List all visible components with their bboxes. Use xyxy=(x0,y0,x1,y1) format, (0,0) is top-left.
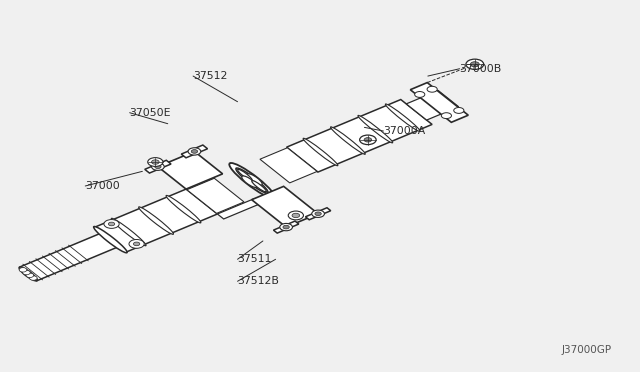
Polygon shape xyxy=(20,233,119,281)
Circle shape xyxy=(134,242,140,246)
Ellipse shape xyxy=(166,195,201,223)
Circle shape xyxy=(22,270,30,275)
Text: J37000GP: J37000GP xyxy=(562,344,612,355)
Polygon shape xyxy=(305,208,331,220)
Polygon shape xyxy=(287,100,432,172)
Circle shape xyxy=(152,163,164,170)
Circle shape xyxy=(315,212,321,216)
Ellipse shape xyxy=(358,115,393,143)
Ellipse shape xyxy=(19,267,37,281)
Circle shape xyxy=(364,138,372,142)
Ellipse shape xyxy=(111,218,146,246)
Circle shape xyxy=(155,165,161,169)
Text: 37512: 37512 xyxy=(193,71,227,81)
Ellipse shape xyxy=(242,176,257,187)
Ellipse shape xyxy=(330,127,365,154)
Polygon shape xyxy=(145,160,171,173)
Ellipse shape xyxy=(237,169,252,181)
Ellipse shape xyxy=(385,104,420,131)
Polygon shape xyxy=(273,221,299,233)
Circle shape xyxy=(283,225,289,229)
Polygon shape xyxy=(95,189,218,252)
Circle shape xyxy=(19,267,27,272)
Circle shape xyxy=(470,62,479,67)
Circle shape xyxy=(104,219,119,228)
Polygon shape xyxy=(218,199,260,219)
Ellipse shape xyxy=(139,207,173,234)
Ellipse shape xyxy=(229,163,275,198)
Polygon shape xyxy=(406,90,459,120)
Circle shape xyxy=(312,210,324,217)
Ellipse shape xyxy=(93,227,127,253)
Text: 37511: 37511 xyxy=(237,254,272,264)
Circle shape xyxy=(427,86,437,92)
Text: 37000A: 37000A xyxy=(383,126,426,136)
Circle shape xyxy=(415,92,425,97)
Text: 37000: 37000 xyxy=(85,181,120,191)
Circle shape xyxy=(280,224,292,231)
Polygon shape xyxy=(187,178,244,214)
Circle shape xyxy=(288,211,303,220)
Circle shape xyxy=(292,213,300,218)
Circle shape xyxy=(360,135,376,145)
Circle shape xyxy=(148,158,163,166)
Polygon shape xyxy=(252,186,318,227)
Circle shape xyxy=(454,108,464,113)
Polygon shape xyxy=(410,83,468,122)
Circle shape xyxy=(108,222,115,226)
Circle shape xyxy=(26,273,34,278)
Circle shape xyxy=(466,59,484,70)
Ellipse shape xyxy=(236,168,268,193)
Ellipse shape xyxy=(252,180,266,192)
Text: 37512B: 37512B xyxy=(237,276,280,286)
Text: 37050E: 37050E xyxy=(130,108,171,118)
Circle shape xyxy=(129,240,144,248)
Circle shape xyxy=(29,276,37,280)
Polygon shape xyxy=(181,145,207,158)
Circle shape xyxy=(191,150,198,153)
Circle shape xyxy=(188,148,201,155)
Ellipse shape xyxy=(247,174,262,185)
Circle shape xyxy=(152,160,159,164)
Ellipse shape xyxy=(303,138,338,166)
Polygon shape xyxy=(260,148,317,183)
Polygon shape xyxy=(158,151,223,189)
Text: 37000B: 37000B xyxy=(460,64,502,74)
Circle shape xyxy=(442,113,451,119)
